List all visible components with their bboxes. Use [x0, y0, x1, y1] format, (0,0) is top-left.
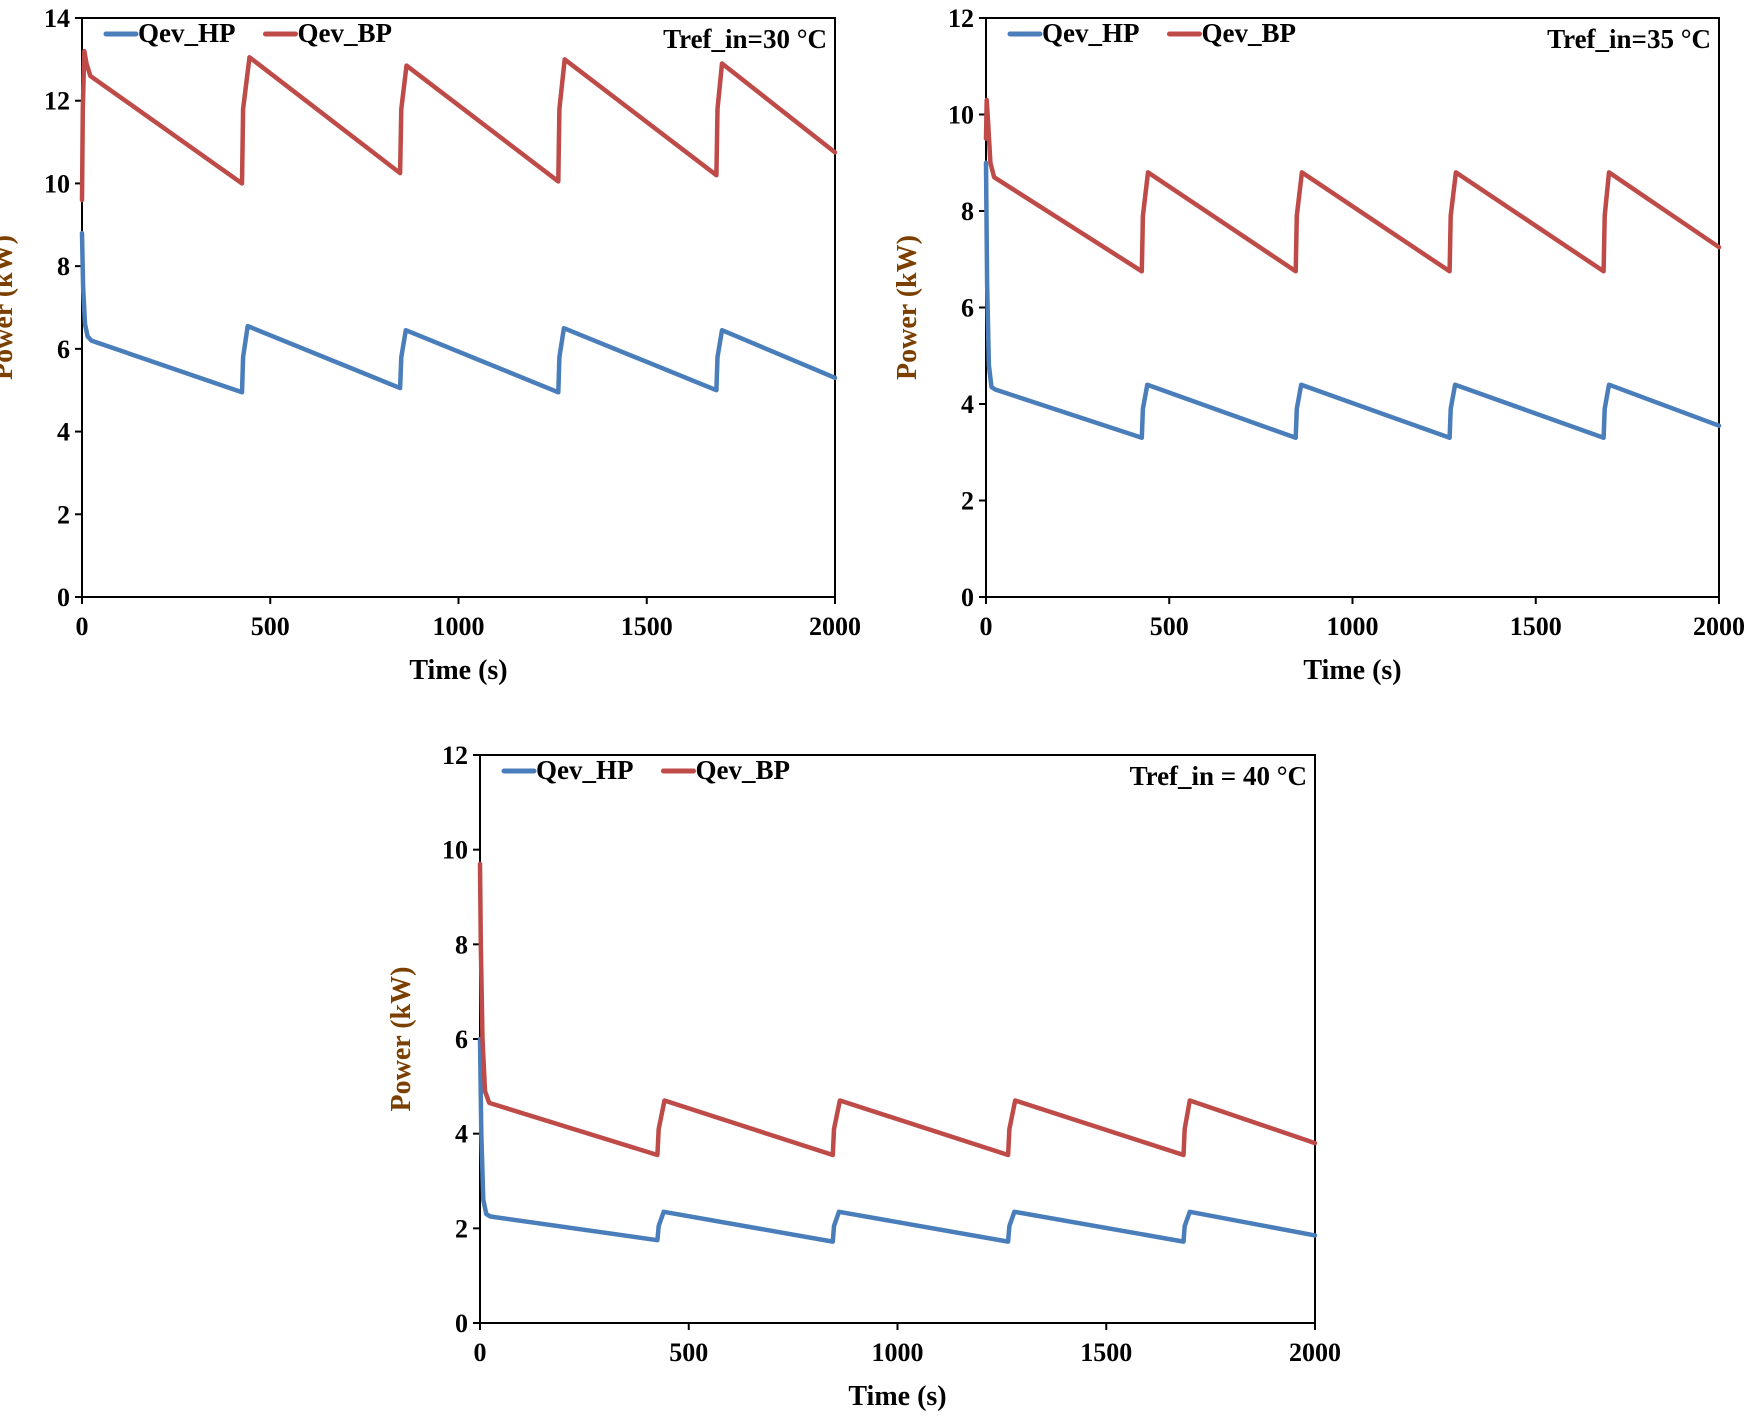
panel-tref-30: 0 2 4 6 8 10 12 14 0 500 1000 1500 2000 Time (s) Power… [0, 4, 861, 686]
y-tick-label: 2 [57, 500, 70, 529]
y-tick-label: 6 [961, 294, 974, 323]
y-tick-label: 8 [57, 252, 70, 281]
y-tick-label: 10 [948, 101, 974, 130]
series-line-qev-bp [79, 48, 838, 203]
x-tick-label: 500 [251, 612, 290, 641]
series-line-qev-bp [983, 97, 1722, 274]
y-tick-label: 0 [455, 1309, 468, 1338]
x-tick-label: 2000 [809, 612, 861, 641]
legend-entry: Qev_BP [1201, 18, 1296, 48]
plot-frame [985, 17, 1720, 598]
x-tick-label: 1000 [433, 612, 485, 641]
series-line-qev-hp [983, 160, 1722, 441]
x-tick-label: 2000 [1693, 612, 1745, 641]
temperature-annotation: Tref_in=35 °C [1547, 24, 1711, 54]
series-line-qev-hp [79, 230, 838, 395]
y-tick-label: 6 [455, 1025, 468, 1054]
legend-entry: Qev_BP [695, 755, 790, 785]
y-tick-label: 4 [57, 418, 70, 447]
y-tick-label: 12 [44, 87, 70, 116]
y-tick-label: 2 [455, 1214, 468, 1243]
x-axis-label: Time (s) [848, 1381, 946, 1412]
x-tick-label: 1500 [1510, 612, 1562, 641]
y-tick-label: 8 [961, 197, 974, 226]
y-tick-label: 12 [442, 741, 468, 770]
temperature-annotation: Tref_in=30 °C [663, 24, 827, 54]
y-axis-label: Power (kW) [892, 235, 923, 380]
x-tick-label: 1000 [1327, 612, 1379, 641]
x-tick-label: 1500 [1080, 1338, 1132, 1367]
y-tick-label: 0 [961, 583, 974, 612]
x-axis-label: Time (s) [1303, 655, 1401, 686]
y-tick-label: 0 [57, 583, 70, 612]
x-tick-label: 500 [669, 1338, 708, 1367]
x-tick-label: 2000 [1289, 1338, 1341, 1367]
legend-entry: Qev_HP [138, 18, 235, 48]
legend-entry: Qev_HP [536, 755, 633, 785]
legend-entry: Qev_HP [1042, 18, 1139, 48]
x-tick-label: 500 [1150, 612, 1189, 641]
y-tick-label: 12 [948, 4, 974, 33]
y-tick-label: 14 [44, 4, 70, 33]
y-tick-label: 8 [455, 930, 468, 959]
y-tick-label: 10 [44, 169, 70, 198]
y-tick-label: 10 [442, 836, 468, 865]
x-tick-label: 1000 [872, 1338, 924, 1367]
x-tick-label: 0 [76, 612, 89, 641]
y-tick-label: 6 [57, 335, 70, 364]
y-tick-label: 2 [961, 487, 974, 516]
plot-frame [479, 754, 1316, 1324]
panel-tref-35: 0 2 4 6 8 10 12 0 500 1000 1500 2000 Time (s) Power (… [892, 4, 1745, 686]
x-tick-label: 0 [474, 1338, 487, 1367]
temperature-annotation: Tref_in = 40 °C [1130, 761, 1307, 791]
x-tick-label: 1500 [621, 612, 673, 641]
y-axis-label: Power (kW) [386, 967, 417, 1112]
y-axis-label: Power (kW) [0, 235, 19, 380]
x-axis-label: Time (s) [409, 655, 507, 686]
legend-entry: Qev_BP [297, 18, 392, 48]
y-tick-label: 4 [455, 1120, 468, 1149]
series-line-qev-bp [477, 861, 1318, 1158]
panel-tref-40: 0 2 4 6 8 10 12 0 500 1000 1500 2000 Time (s) Power (… [386, 741, 1341, 1412]
series-line-qev-hp [477, 1036, 1318, 1244]
x-tick-label: 0 [980, 612, 993, 641]
y-tick-label: 4 [961, 390, 974, 419]
